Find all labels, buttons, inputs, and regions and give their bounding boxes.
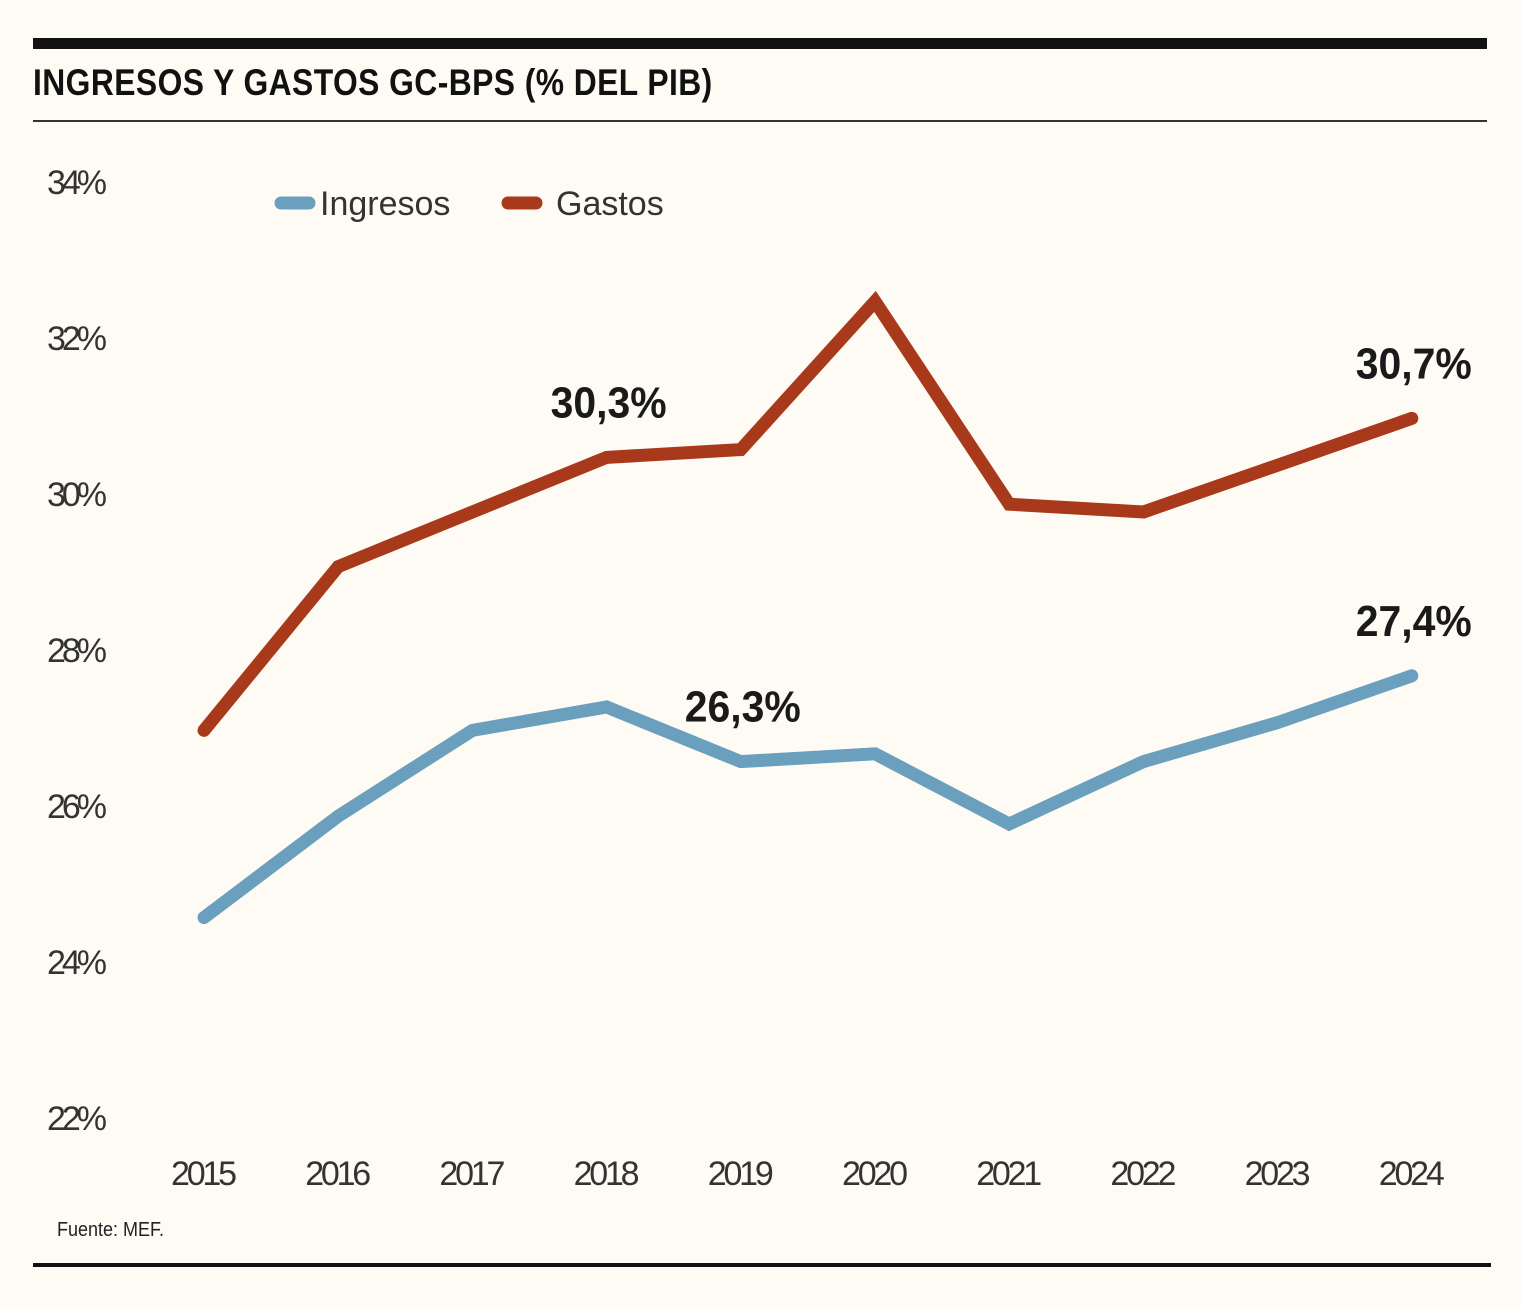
data-label: 26,3% [685, 683, 801, 732]
x-tick-label: 2018 [574, 1155, 640, 1193]
x-tick-label: 2019 [708, 1155, 774, 1193]
x-tick-label: 2020 [842, 1155, 908, 1193]
data-point-gastos [1142, 511, 1145, 513]
data-point-ingresos [1008, 823, 1011, 825]
x-tick-label: 2024 [1379, 1155, 1445, 1193]
data-point-ingresos [1142, 760, 1145, 763]
y-tick-label: 24% [47, 944, 107, 982]
data-label: 30,7% [1356, 339, 1472, 388]
legend-label-gastos: Gastos [556, 185, 664, 223]
data-point-gastos [337, 565, 340, 568]
data-point-ingresos [471, 729, 474, 732]
bottom-rule [33, 1263, 1491, 1267]
y-tick-label: 32% [47, 320, 107, 358]
y-tick-label: 22% [47, 1100, 107, 1138]
x-tick-label: 2021 [976, 1155, 1042, 1193]
data-point-gastos [1008, 503, 1011, 506]
x-tick-label: 2016 [305, 1155, 371, 1193]
top-rule [33, 38, 1487, 49]
data-point-gastos [471, 511, 474, 513]
data-point-ingresos [874, 752, 876, 755]
legend-label-ingresos: Ingresos [320, 185, 450, 223]
data-point-ingresos [203, 916, 205, 919]
data-point-ingresos [337, 815, 340, 818]
legend: Ingresos Gastos [274, 185, 664, 223]
title-rule [33, 120, 1487, 122]
x-axis: 2015 2016 2017 2018 2019 2020 2021 2022 2023 2024 [171, 1155, 1445, 1193]
data-point-gastos [739, 448, 742, 451]
data-point-ingresos [605, 706, 608, 708]
y-axis: 22% 24% 26% 28% 30% 32% 34% [47, 164, 107, 1138]
data-point-gastos [1276, 464, 1279, 467]
data-point-ingresos [1410, 674, 1413, 677]
source-note: Fuente: MEF. [57, 1219, 165, 1241]
y-tick-label: 34% [47, 164, 107, 202]
data-point-gastos [605, 456, 608, 459]
y-tick-label: 28% [47, 632, 107, 670]
series-line-gastos [197, 290, 1419, 737]
x-tick-label: 2023 [1245, 1155, 1311, 1193]
data-point-gastos [1410, 417, 1413, 420]
y-tick-label: 30% [47, 476, 107, 514]
x-tick-label: 2015 [171, 1155, 237, 1193]
series-line-ingresos [197, 669, 1419, 925]
series-lines [197, 290, 1419, 925]
data-point-ingresos [739, 760, 742, 763]
data-label: 30,3% [551, 378, 667, 427]
chart-title: INGRESOS Y GASTOS GC-BPS (% DEL PIB) [33, 62, 713, 103]
y-tick-label: 26% [47, 788, 107, 826]
data-label: 27,4% [1356, 597, 1472, 646]
data-point-ingresos [1276, 721, 1279, 724]
x-tick-label: 2017 [439, 1155, 505, 1193]
data-point-gastos [203, 729, 205, 732]
data-annotations: 30,3% 30,7% 26,3% 27,4% [551, 339, 1472, 731]
data-point-gastos [874, 300, 876, 303]
x-tick-label: 2022 [1110, 1155, 1176, 1193]
